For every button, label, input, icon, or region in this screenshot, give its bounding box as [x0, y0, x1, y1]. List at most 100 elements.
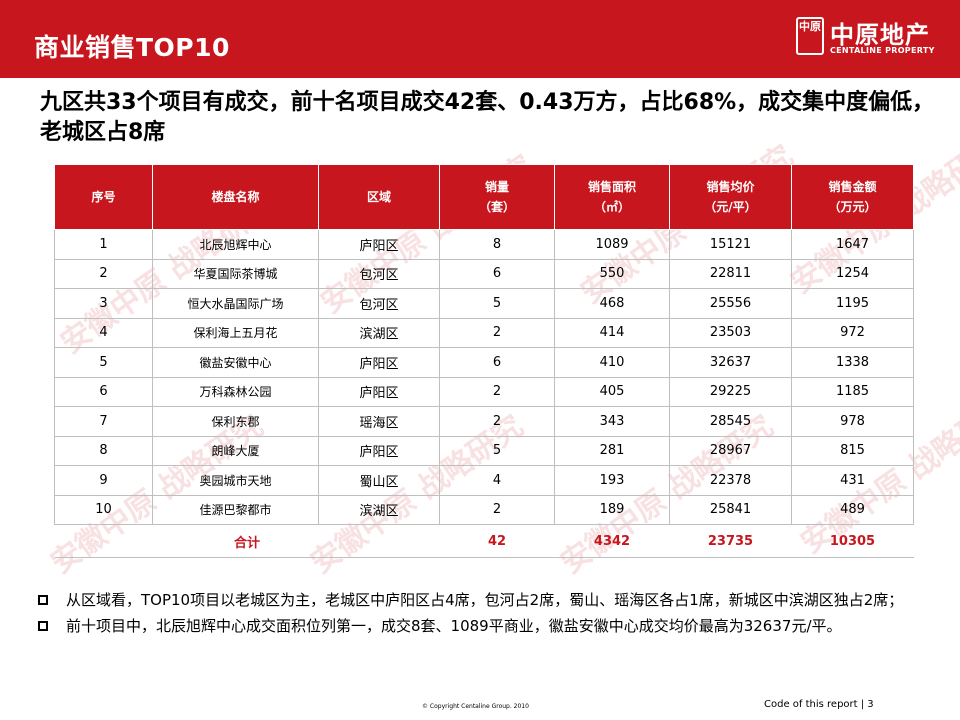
- cell-district: 蜀山区: [318, 465, 440, 496]
- cell-district: 包河区: [318, 258, 440, 289]
- cell-district: 包河区: [318, 288, 440, 319]
- header-district: 区域: [318, 164, 440, 230]
- cell-qty: 2: [439, 406, 555, 437]
- cell-name: 华夏国际茶博城: [152, 258, 319, 289]
- cell-name: 朗峰大厦: [152, 435, 319, 466]
- cell-no: 8: [54, 435, 153, 466]
- header-area-line2: （㎡）: [593, 200, 630, 214]
- header-area-line1: 销售面积: [587, 180, 636, 194]
- total-area: 4342: [554, 524, 670, 558]
- cell-name: 保利东郡: [152, 406, 319, 437]
- bullet-item: 从区域看，TOP10项目以老城区为主，老城区中庐阳区占4席，包河占2席，蜀山、瑶…: [36, 590, 936, 611]
- header-name: 楼盘名称: [152, 164, 319, 230]
- headline: 九区共33个项目有成交，前十名项目成交42套、0.43万方，占比68%，成交集中…: [40, 90, 935, 145]
- report-footer: Code of this report | 3: [764, 699, 874, 710]
- cell-amount: 1185: [791, 376, 914, 407]
- page-title: 商业销售TOP10: [34, 33, 230, 62]
- logo-text: 中原地产: [830, 21, 930, 49]
- cell-qty: 4: [439, 465, 555, 496]
- cell-amount: 815: [791, 435, 914, 466]
- square-bullet-icon: [38, 621, 48, 631]
- cell-qty: 2: [439, 494, 555, 525]
- header-bar: 商业销售TOP10 中原 中原地产 CENTALINE PROPERTY: [0, 0, 960, 78]
- cell-price: 25841: [669, 494, 792, 525]
- cell-price: 28545: [669, 406, 792, 437]
- cell-name: 徽盐安徽中心: [152, 347, 319, 378]
- cell-price: 15121: [669, 229, 792, 260]
- cell-area: 410: [554, 347, 670, 378]
- header-no: 序号: [54, 164, 153, 230]
- bullet-list: 从区域看，TOP10项目以老城区为主，老城区中庐阳区占4席，包河占2席，蜀山、瑶…: [36, 590, 936, 642]
- cell-qty: 2: [439, 376, 555, 407]
- cell-no: 4: [54, 317, 153, 348]
- cell-name: 佳源巴黎都市: [152, 494, 319, 525]
- cell-amount: 972: [791, 317, 914, 348]
- cell-name: 奥园城市天地: [152, 465, 319, 496]
- cell-district: 庐阳区: [318, 435, 440, 466]
- cell-area: 414: [554, 317, 670, 348]
- cell-amount: 1647: [791, 229, 914, 260]
- cell-no: 2: [54, 258, 153, 289]
- bullet-item: 前十项目中，北辰旭辉中心成交面积位列第一，成交8套、1089平商业，徽盐安徽中心…: [36, 616, 936, 637]
- cell-price: 29225: [669, 376, 792, 407]
- cell-district: 滨湖区: [318, 494, 440, 525]
- cell-area: 405: [554, 376, 670, 407]
- table-row: 7 保利东郡 瑶海区 2 343 28545 978: [54, 406, 914, 437]
- cell-no: 7: [54, 406, 153, 437]
- sales-table: 序号 楼盘名称 区域 销量 （套） 销售面积 （㎡） 销售均价 （元/平） 销售金额 （…: [54, 164, 914, 558]
- table-body: 1 北辰旭辉中心 庐阳区 8 1089 15121 1647 2 华夏国际茶博城 包河区 6 550 2…: [54, 229, 914, 525]
- cell-amount: 978: [791, 406, 914, 437]
- cell-area: 343: [554, 406, 670, 437]
- bullet-text: 从区域看，TOP10项目以老城区为主，老城区中庐阳区占4席，包河占2席，蜀山、瑶…: [66, 591, 904, 609]
- centaline-logo: 中原 中原地产 CENTALINE PROPERTY: [796, 13, 948, 63]
- table-row: 8 朗峰大厦 庐阳区 5 281 28967 815: [54, 435, 914, 466]
- cell-amount: 1254: [791, 258, 914, 289]
- cell-qty: 6: [439, 347, 555, 378]
- cell-name: 万科森林公园: [152, 376, 319, 407]
- table-header-row: 序号 楼盘名称 区域 销量 （套） 销售面积 （㎡） 销售均价 （元/平） 销售金额 （…: [54, 164, 914, 230]
- cell-district: 庐阳区: [318, 376, 440, 407]
- cell-qty: 5: [439, 288, 555, 319]
- logo-subtitle: CENTALINE PROPERTY: [830, 46, 935, 55]
- header-qty: 销量 （套）: [439, 164, 555, 230]
- cell-area: 468: [554, 288, 670, 319]
- cell-area: 1089: [554, 229, 670, 260]
- cell-no: 5: [54, 347, 153, 378]
- header-qty-line1: 销量: [484, 180, 509, 194]
- table-row: 1 北辰旭辉中心 庐阳区 8 1089 15121 1647: [54, 229, 914, 260]
- cell-area: 193: [554, 465, 670, 496]
- total-label: 合计: [54, 524, 440, 558]
- cell-price: 22811: [669, 258, 792, 289]
- cell-qty: 2: [439, 317, 555, 348]
- cell-district: 滨湖区: [318, 317, 440, 348]
- header-price-line2: （元/平）: [704, 200, 757, 214]
- total-amount: 10305: [791, 524, 914, 558]
- header-amount-line1: 销售金额: [828, 180, 877, 194]
- cell-no: 10: [54, 494, 153, 525]
- cell-no: 1: [54, 229, 153, 260]
- table-row: 2 华夏国际茶博城 包河区 6 550 22811 1254: [54, 258, 914, 289]
- cell-amount: 431: [791, 465, 914, 496]
- cell-price: 28967: [669, 435, 792, 466]
- total-qty: 42: [439, 524, 555, 558]
- cell-amount: 489: [791, 494, 914, 525]
- header-price-line1: 销售均价: [706, 180, 755, 194]
- copyright: © Copyright Centaline Group. 2010: [422, 703, 529, 710]
- cell-qty: 6: [439, 258, 555, 289]
- header-price: 销售均价 （元/平）: [669, 164, 792, 230]
- logo-mark-icon: 中原: [796, 17, 824, 55]
- header-amount-line2: （万元）: [828, 200, 877, 214]
- cell-area: 550: [554, 258, 670, 289]
- table-row: 6 万科森林公园 庐阳区 2 405 29225 1185: [54, 376, 914, 407]
- cell-price: 32637: [669, 347, 792, 378]
- cell-amount: 1338: [791, 347, 914, 378]
- table-row: 5 徽盐安徽中心 庐阳区 6 410 32637 1338: [54, 347, 914, 378]
- total-row: 合计 42 4342 23735 10305: [54, 524, 914, 558]
- cell-no: 6: [54, 376, 153, 407]
- cell-no: 9: [54, 465, 153, 496]
- cell-name: 北辰旭辉中心: [152, 229, 319, 260]
- cell-qty: 8: [439, 229, 555, 260]
- cell-price: 25556: [669, 288, 792, 319]
- table-row: 4 保利海上五月花 滨湖区 2 414 23503 972: [54, 317, 914, 348]
- cell-district: 庐阳区: [318, 347, 440, 378]
